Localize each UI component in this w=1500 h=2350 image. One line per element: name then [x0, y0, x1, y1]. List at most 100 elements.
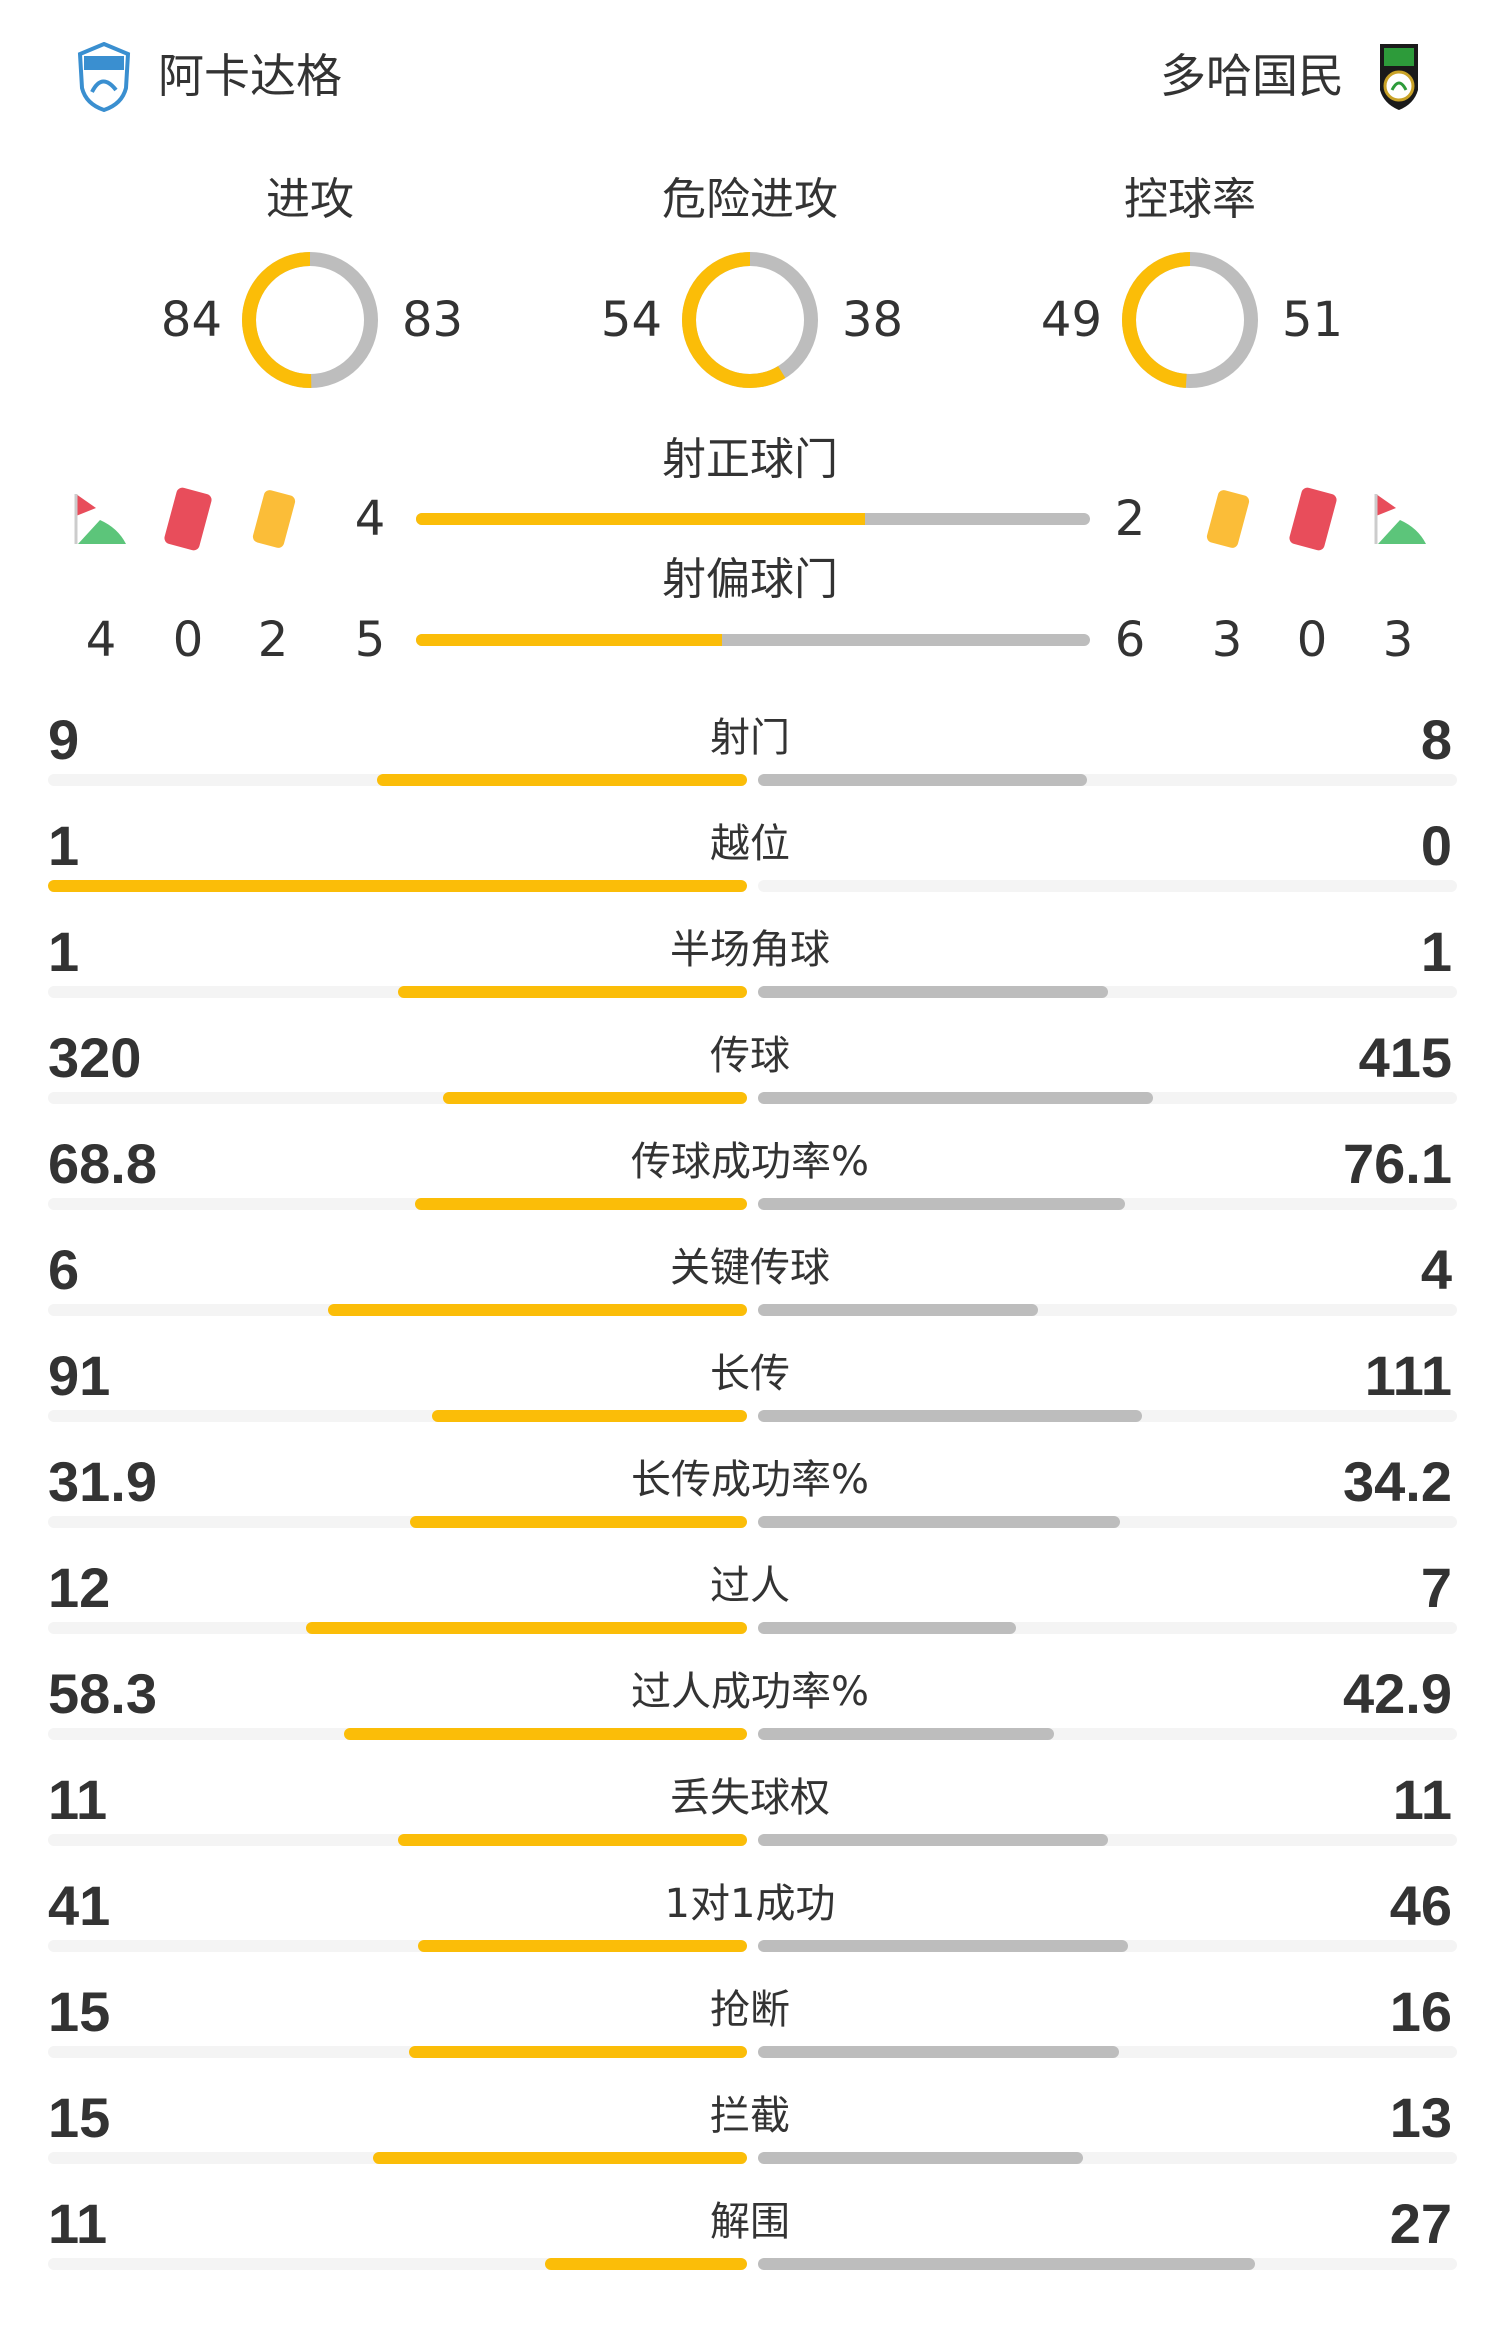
stat-home-value: 9 [48, 708, 80, 771]
stat-away-track [758, 880, 1457, 892]
shots-on-target-home-fill [416, 513, 866, 525]
stat-home-track [48, 1940, 747, 1952]
stat-away-value: 4 [1420, 1238, 1452, 1301]
stat-home-value: 1 [48, 814, 80, 877]
donut-home-value: 54 [600, 292, 662, 348]
stat-away-track [758, 1728, 1457, 1740]
stat-away-bar [758, 1092, 1153, 1104]
stat-away-value: 34.2 [1343, 1450, 1452, 1513]
stat-away-track [758, 1834, 1457, 1846]
red-card-icon [1285, 486, 1341, 556]
stat-away-bar [758, 986, 1108, 998]
stat-away-track [758, 2046, 1457, 2058]
donut-label: 控球率 [1124, 174, 1256, 225]
away-red-cards-count: 0 [1296, 612, 1328, 668]
stat-away-track [758, 1940, 1457, 1952]
stat-label: 越位 [710, 821, 790, 867]
donut-away-value: 38 [842, 292, 904, 348]
away-corners-count: 3 [1382, 612, 1414, 668]
stat-home-track [48, 986, 747, 998]
stat-away-value: 0 [1420, 814, 1452, 877]
stat-home-value: 15 [48, 1980, 111, 2043]
stat-home-bar [442, 1092, 747, 1104]
yellow-card-icon [246, 486, 302, 556]
stat-away-bar [758, 2152, 1083, 2164]
stat-away-bar [758, 1940, 1128, 1952]
stat-home-track [48, 2046, 747, 2058]
stat-home-value: 12 [48, 1556, 111, 1619]
red-card-icon [160, 486, 216, 556]
stat-home-bar [305, 1622, 747, 1634]
stat-home-bar [327, 1304, 747, 1316]
stat-away-value: 42.9 [1343, 1662, 1452, 1725]
away-yellow-cards-count: 3 [1211, 612, 1243, 668]
donut-home-arc [1122, 252, 1258, 388]
stat-away-bar [758, 2258, 1255, 2270]
away-team-logo [1370, 40, 1428, 112]
stat-away-value: 11 [1392, 1768, 1452, 1831]
stat-away-bar [758, 1198, 1126, 1210]
stat-label: 关键传球 [670, 1245, 830, 1291]
stat-home-value: 11 [48, 2192, 108, 2255]
donut-chart [1122, 252, 1258, 388]
corner-flag-icon [1374, 492, 1428, 550]
stat-home-bar [376, 774, 747, 786]
stat-away-bar [758, 774, 1087, 786]
shots-off-target-home-fill [416, 634, 723, 646]
stat-label: 传球 [710, 1033, 790, 1079]
stat-home-bar [397, 986, 747, 998]
stat-away-track [758, 1410, 1457, 1422]
stat-label: 拦截 [710, 2093, 790, 2139]
stat-label: 长传 [710, 1351, 790, 1397]
stat-away-track [758, 774, 1457, 786]
stat-home-track [48, 774, 747, 786]
stat-home-track [48, 1198, 747, 1210]
stat-home-value: 58.3 [48, 1662, 157, 1725]
stat-label: 1对1成功 [664, 1881, 836, 1927]
stat-away-value: 46 [1389, 1874, 1452, 1937]
stat-home-value: 31.9 [48, 1450, 157, 1513]
stat-away-value: 27 [1389, 2192, 1452, 2255]
stat-home-track [48, 2152, 747, 2164]
stat-label: 抢断 [710, 1987, 790, 2033]
stat-away-value: 8 [1420, 708, 1452, 771]
away-team-name: 多哈国民 [1160, 49, 1344, 103]
stat-label: 传球成功率% [630, 1139, 869, 1185]
donut-home-arc [682, 252, 818, 388]
stat-label: 射门 [710, 715, 790, 761]
stat-away-track [758, 2152, 1457, 2164]
stat-away-track [758, 1198, 1457, 1210]
shots-on-target-bar [416, 513, 1090, 525]
stat-away-value: 7 [1420, 1556, 1452, 1619]
stat-label: 过人成功率% [630, 1669, 869, 1715]
stat-label: 半场角球 [670, 927, 830, 973]
stat-home-bar [408, 2046, 747, 2058]
donut-chart [682, 252, 818, 388]
stat-home-value: 41 [48, 1874, 111, 1937]
donut-home-value: 84 [160, 292, 222, 348]
stat-home-track [48, 880, 747, 892]
stat-away-track [758, 1622, 1457, 1634]
stat-away-value: 1 [1420, 920, 1452, 983]
yellow-card-icon [1200, 486, 1256, 556]
stat-away-value: 415 [1358, 1026, 1452, 1089]
shots-off-target-bar [416, 634, 1090, 646]
stat-away-bar [758, 1834, 1108, 1846]
stat-home-track [48, 1834, 747, 1846]
stat-home-value: 91 [48, 1344, 111, 1407]
stat-home-bar [48, 880, 747, 892]
stat-label: 长传成功率% [630, 1457, 869, 1503]
stat-home-bar [417, 1940, 747, 1952]
stat-home-track [48, 1622, 747, 1634]
shots-off-target-away: 6 [1114, 612, 1146, 668]
shots-on-target-away: 2 [1114, 491, 1146, 547]
stat-home-bar [415, 1198, 747, 1210]
corner-flag-icon [74, 492, 128, 550]
stat-away-bar [758, 2046, 1119, 2058]
stat-away-track [758, 1516, 1457, 1528]
stat-away-value: 76.1 [1343, 1132, 1452, 1195]
stat-label: 过人 [710, 1563, 790, 1609]
stat-home-value: 68.8 [48, 1132, 157, 1195]
stat-home-value: 320 [48, 1026, 142, 1089]
home-yellow-cards-count: 2 [257, 612, 289, 668]
